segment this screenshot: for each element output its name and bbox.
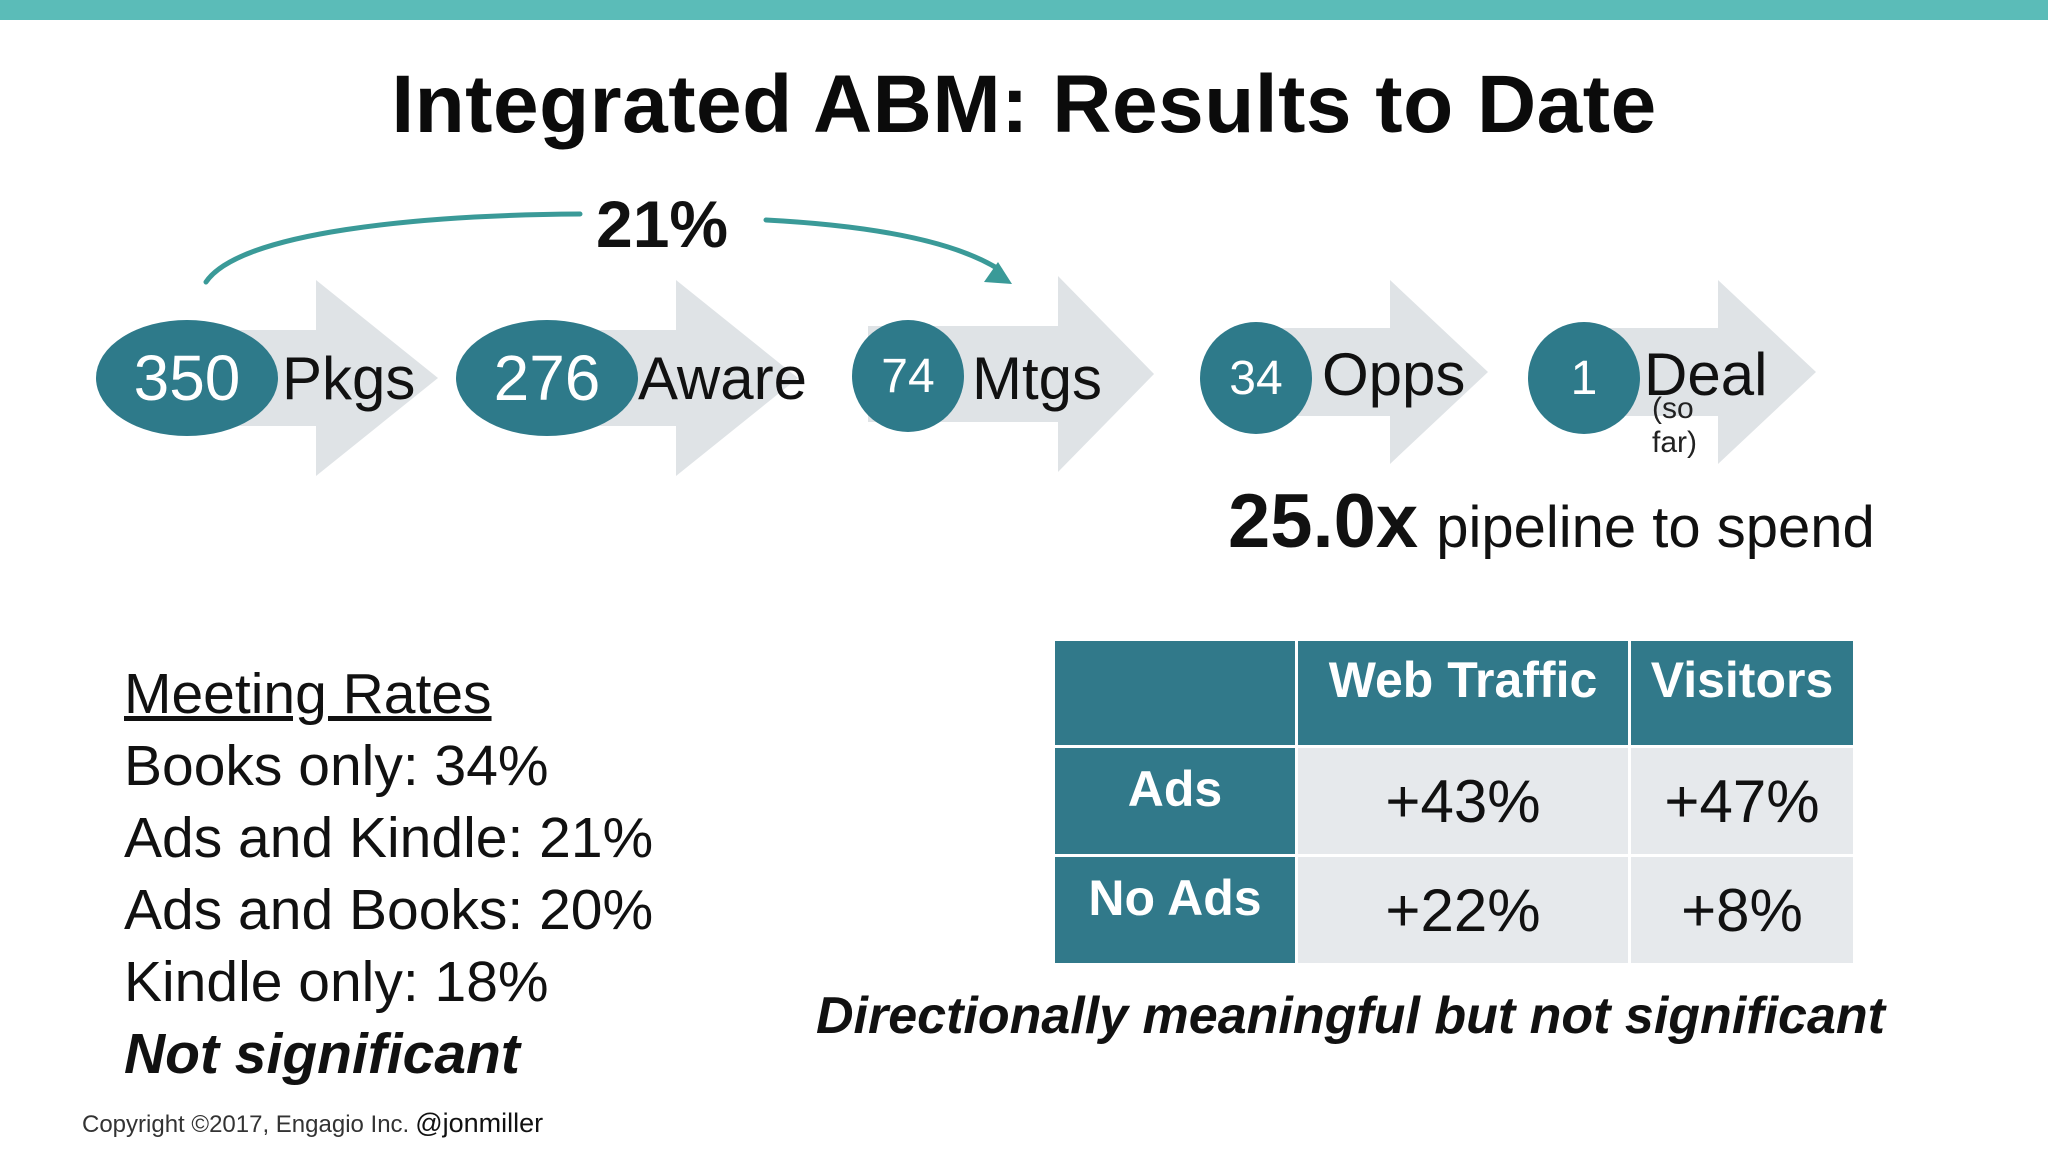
- meeting-rates-conclusion: Not significant: [124, 1022, 520, 1086]
- stage-arrow-shape: [188, 280, 438, 476]
- meeting-rate-item: Ads and Books: 20%: [124, 878, 654, 942]
- results-table: Web Traffic Visitors Ads +43% +47% No Ad…: [1052, 638, 1856, 966]
- top-accent-bar: [0, 0, 2048, 20]
- conversion-arc-arrow: [203, 211, 1012, 285]
- stage-label: Deal: [1644, 341, 1768, 408]
- stage-number: 276: [456, 320, 638, 436]
- stage-label: Pkgs: [282, 345, 416, 412]
- table-row-header: No Ads: [1052, 854, 1298, 966]
- table-cell: +22%: [1295, 854, 1631, 966]
- meeting-rates-heading: Meeting Rates: [124, 662, 492, 726]
- table-header-cell: Visitors: [1628, 638, 1856, 748]
- meeting-rate-item: Books only: 34%: [124, 734, 549, 798]
- table-corner-cell: [1052, 638, 1298, 748]
- stage-arrow-shape: [868, 276, 1154, 472]
- table-header-cell: Web Traffic: [1295, 638, 1631, 748]
- table-footnote: Directionally meaningful but not signifi…: [816, 987, 1885, 1045]
- table-cell: +43%: [1295, 745, 1631, 857]
- stage-note: (so far): [1652, 392, 1697, 459]
- copyright-text: Copyright ©2017, Engagio Inc.: [82, 1111, 410, 1138]
- table-cell: +8%: [1628, 854, 1856, 966]
- table-row: No Ads +22% +8%: [1052, 854, 1856, 966]
- stage-number: 350: [96, 320, 278, 436]
- meeting-rate-item: Ads and Kindle: 21%: [124, 806, 654, 870]
- stage-label: Mtgs: [972, 345, 1103, 412]
- meeting-rate-item: Kindle only: 18%: [124, 950, 549, 1014]
- table-header-row: Web Traffic Visitors: [1052, 638, 1856, 748]
- conversion-rate: 21%: [596, 187, 729, 261]
- stage-label: Opps: [1322, 341, 1466, 408]
- twitter-handle: @jonmiller: [415, 1108, 544, 1138]
- stage-number: 34: [1200, 322, 1312, 434]
- table-cell: +47%: [1628, 745, 1856, 857]
- table-row-header: Ads: [1052, 745, 1298, 857]
- slide-title: Integrated ABM: Results to Date: [391, 59, 1657, 150]
- stage-label: Aware: [638, 345, 807, 412]
- pipeline-ratio: 25.0x pipeline to spend: [1228, 478, 1875, 565]
- stage-number: 74: [852, 320, 964, 432]
- stage-arrow-shape: [548, 280, 798, 476]
- pipeline-multiple: 25.0x: [1228, 479, 1419, 564]
- stage-arrow-shape: [1262, 280, 1488, 464]
- table-row: Ads +43% +47%: [1052, 745, 1856, 857]
- pipeline-text: pipeline to spend: [1436, 495, 1875, 560]
- meeting-rates-block: Meeting Rates Books only: 34% Ads and Ki…: [124, 658, 653, 1090]
- footer: Copyright ©2017, Engagio Inc. @jonmiller: [82, 1108, 543, 1139]
- stage-arrow-shape: [1590, 280, 1816, 464]
- stage-number: 1: [1528, 322, 1640, 434]
